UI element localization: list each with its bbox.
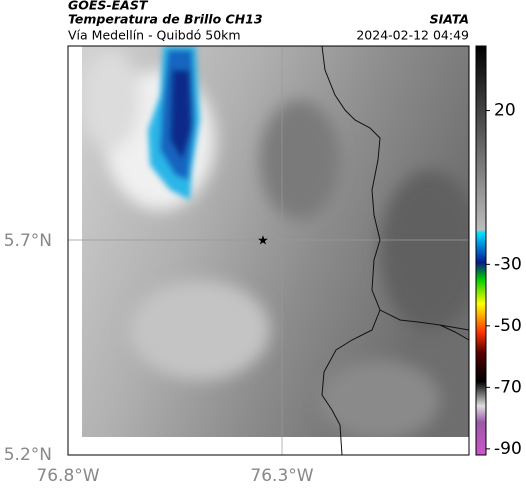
product: Temperatura de Brillo CH13 [68, 12, 263, 27]
colorbar: 20 -30 -50 -70 -90 [475, 45, 522, 459]
lon-label: 76.8°W [36, 466, 99, 486]
lat-label: 5.2°N [4, 445, 52, 465]
colorbar-tick-label: -30 [494, 254, 522, 274]
colorbar-tick-label: 20 [494, 101, 516, 121]
route: Vía Medellín - Quibdó 50km [68, 28, 241, 43]
map: ★ 5.7°N 5.2°N 76.8°W 76.3°W [4, 45, 470, 486]
timestamp: 2024-02-12 04:49 [356, 28, 469, 43]
lon-label: 76.3°W [250, 466, 313, 486]
colorbar-tick-label: -50 [494, 316, 522, 336]
location-marker: ★ [257, 234, 269, 249]
agency: SIATA [430, 12, 469, 27]
colorbar-tick-label: -70 [494, 377, 522, 397]
colorbar-tick-label: -90 [494, 439, 522, 459]
source: GOES-EAST [68, 0, 149, 13]
lat-label: 5.7°N [4, 231, 52, 251]
